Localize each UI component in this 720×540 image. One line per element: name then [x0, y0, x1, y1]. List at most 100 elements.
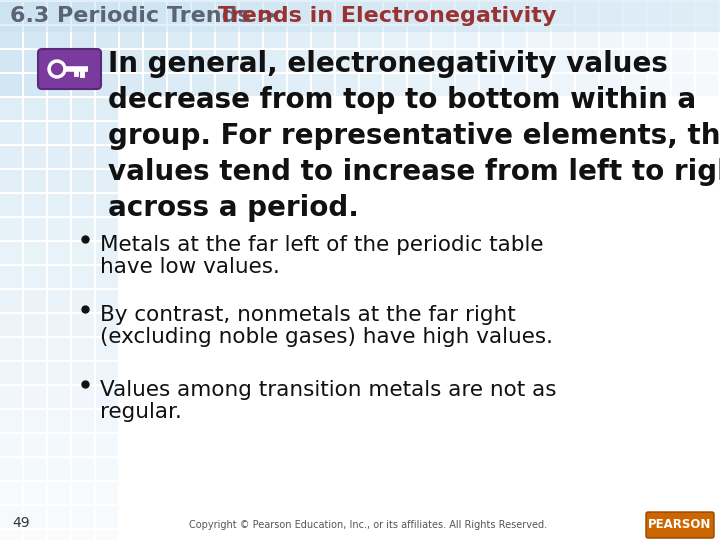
Bar	[480, 74, 502, 96]
Bar	[0, 314, 22, 336]
Bar	[48, 50, 70, 72]
Bar	[0, 74, 22, 96]
Bar	[48, 314, 70, 336]
Bar	[48, 530, 70, 540]
Bar	[384, 74, 406, 96]
Bar	[96, 458, 118, 480]
Text: group. For representative elements, the: group. For representative elements, the	[108, 122, 720, 150]
Bar	[672, 2, 694, 24]
Bar	[408, 50, 430, 72]
Bar	[216, 74, 238, 96]
Bar	[24, 362, 46, 384]
Bar	[0, 194, 22, 216]
Bar	[240, 26, 262, 48]
Bar	[48, 170, 70, 192]
Bar	[216, 26, 238, 48]
Bar	[0, 338, 22, 360]
Bar	[24, 194, 46, 216]
Circle shape	[52, 64, 63, 75]
Text: 49: 49	[12, 516, 30, 530]
Bar	[96, 362, 118, 384]
Bar	[48, 362, 70, 384]
Bar	[144, 26, 166, 48]
Bar	[120, 2, 142, 24]
Bar	[48, 386, 70, 408]
Bar	[24, 2, 46, 24]
Bar	[120, 74, 142, 96]
Bar	[672, 26, 694, 48]
Bar	[456, 50, 478, 72]
Bar	[552, 2, 574, 24]
Bar	[96, 26, 118, 48]
Bar	[120, 26, 142, 48]
Bar	[480, 26, 502, 48]
Bar	[576, 50, 598, 72]
Bar	[72, 26, 94, 48]
Bar	[432, 2, 454, 24]
Bar	[216, 2, 238, 24]
Bar	[528, 26, 550, 48]
Bar	[504, 26, 526, 48]
Text: regular.: regular.	[100, 402, 182, 422]
Bar	[552, 74, 574, 96]
Bar	[240, 2, 262, 24]
Bar	[672, 50, 694, 72]
Bar	[288, 74, 310, 96]
Bar	[216, 50, 238, 72]
Bar	[504, 74, 526, 96]
Bar	[48, 506, 70, 528]
Bar	[96, 194, 118, 216]
Bar	[528, 2, 550, 24]
Bar	[624, 74, 646, 96]
Bar	[24, 338, 46, 360]
Bar	[48, 26, 70, 48]
Bar	[192, 2, 214, 24]
Bar	[72, 290, 94, 312]
Bar	[0, 0, 720, 32]
Bar	[24, 482, 46, 504]
Bar	[96, 410, 118, 432]
Bar	[0, 50, 22, 72]
Bar	[696, 26, 718, 48]
Bar	[96, 242, 118, 264]
Bar	[288, 2, 310, 24]
Bar	[72, 506, 94, 528]
Bar	[96, 482, 118, 504]
Text: 6.3 Periodic Trends >: 6.3 Periodic Trends >	[10, 6, 285, 26]
Bar	[240, 50, 262, 72]
Bar	[0, 26, 22, 48]
Text: have low values.: have low values.	[100, 257, 280, 277]
Circle shape	[48, 60, 66, 78]
Bar	[624, 2, 646, 24]
Bar	[336, 74, 358, 96]
Bar	[360, 74, 382, 96]
Bar	[24, 74, 46, 96]
Bar	[264, 74, 286, 96]
Bar	[312, 2, 334, 24]
Bar	[432, 74, 454, 96]
Bar	[96, 266, 118, 288]
Bar	[48, 242, 70, 264]
Bar	[24, 290, 46, 312]
Bar	[408, 74, 430, 96]
Bar	[48, 146, 70, 168]
Bar	[648, 26, 670, 48]
Bar	[624, 26, 646, 48]
Bar	[48, 266, 70, 288]
Bar	[192, 74, 214, 96]
Bar	[0, 434, 22, 456]
Text: across a period.: across a period.	[108, 194, 359, 222]
Bar	[48, 458, 70, 480]
Bar	[336, 26, 358, 48]
Bar	[48, 98, 70, 120]
Bar	[96, 50, 118, 72]
Bar	[552, 50, 574, 72]
Bar	[576, 26, 598, 48]
Bar	[672, 74, 694, 96]
Bar	[456, 74, 478, 96]
Bar	[528, 74, 550, 96]
Bar	[0, 458, 22, 480]
Bar	[24, 146, 46, 168]
Bar	[48, 194, 70, 216]
Bar	[24, 170, 46, 192]
